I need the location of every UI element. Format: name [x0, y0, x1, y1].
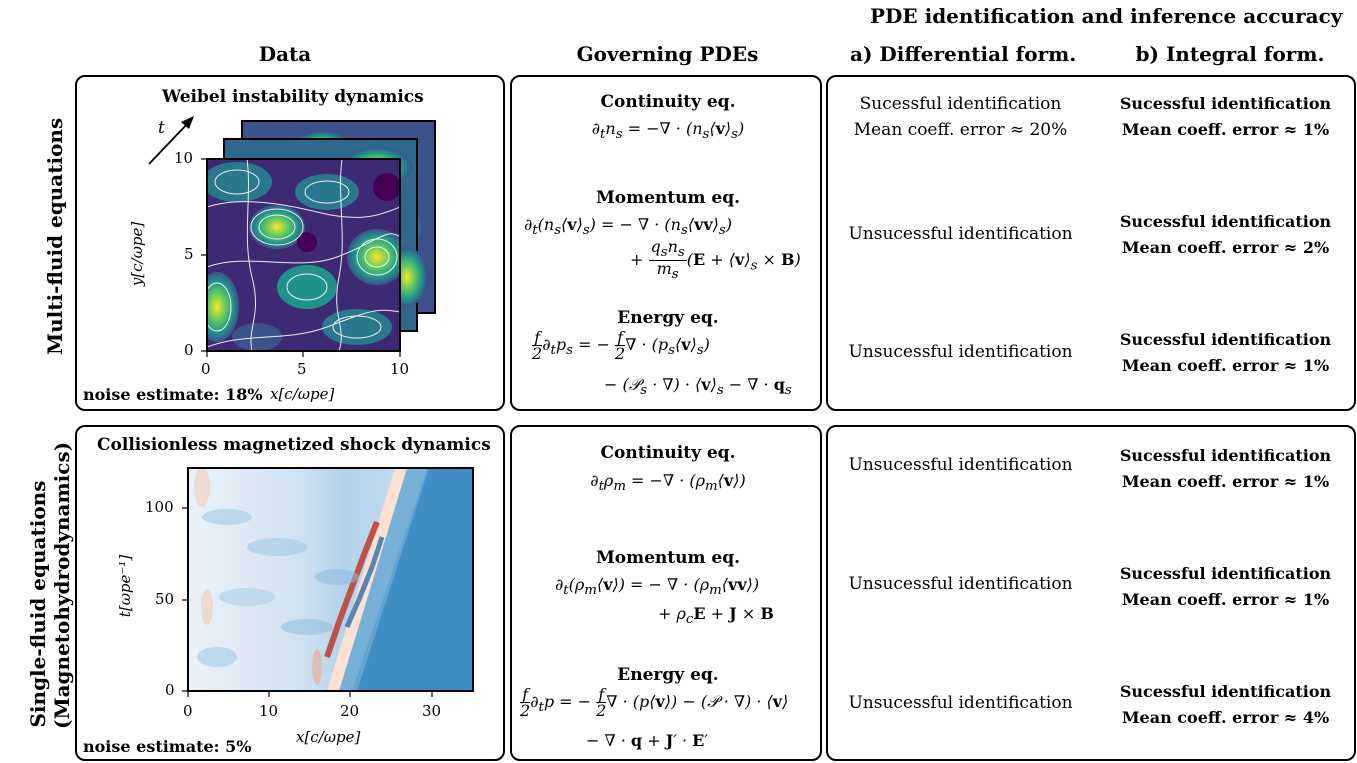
- time-arrow: [148, 120, 191, 165]
- multi-momentum-eq-line2: + qsns ms (E + ⟨v⟩s × B): [630, 237, 801, 283]
- shock-noise-estimate: noise estimate: 5%: [83, 737, 252, 756]
- panel-multi-pdes: Continuity eq. ∂tns = −∇ · (ns⟨v⟩s) Mome…: [510, 75, 822, 411]
- multi-int-continuity-line2: Mean coeff. error ≈ 1%: [1121, 120, 1330, 139]
- shock-ylabel: t[ωpe⁻¹]: [116, 554, 135, 618]
- multi-continuity-eq: ∂tns = −∇ · (ns⟨v⟩s): [591, 119, 745, 143]
- weibel-title: Weibel instability dynamics: [162, 87, 424, 107]
- row-label-single-line1: Single-fluid equations: [26, 480, 50, 728]
- single-energy-title: Energy eq.: [617, 665, 719, 685]
- panel-shock-data: Collisionless magnetized shock dynamics: [75, 425, 505, 761]
- shock-heatmap: [188, 468, 473, 691]
- weibel-ytick-0: 0: [184, 341, 194, 359]
- multi-int-energy-line2: Mean coeff. error ≈ 1%: [1121, 356, 1330, 375]
- shock-title: Collisionless magnetized shock dynamics: [97, 435, 491, 455]
- shock-xtick-10: 10: [259, 702, 279, 720]
- multi-energy-eq-line1: f 2 ∂tps = − f 2 ∇ · (ps⟨v⟩s): [532, 328, 710, 363]
- weibel-ytick-5: 5: [184, 245, 194, 263]
- column-header-data: Data: [258, 42, 312, 66]
- panel-single-pdes: Continuity eq. ∂tρm = −∇ · (ρm⟨v⟩) Momen…: [510, 425, 822, 761]
- weibel-xtick-0: 0: [201, 360, 211, 378]
- single-continuity-title: Continuity eq.: [600, 443, 736, 463]
- single-diff-momentum: Unsucessful identification: [848, 574, 1073, 594]
- single-energy-eq-line1: f 2 ∂tp = − f 2 ∇ · (p⟨v⟩) − (𝒫 · ∇) · ⟨v⟩: [520, 685, 789, 720]
- shock-plot: [182, 467, 474, 697]
- shock-xtick-30: 30: [422, 702, 442, 720]
- multi-energy-eq-line2: − (𝒫s · ∇) · ⟨v⟩s − ∇ · qs: [604, 375, 792, 399]
- single-int-energy-line1: Sucessful identification: [1119, 682, 1332, 701]
- weibel-noise-estimate: noise estimate: 18%: [83, 385, 263, 404]
- single-int-energy-line2: Mean coeff. error ≈ 4%: [1121, 708, 1330, 727]
- multi-diff-continuity-line2: Mean coeff. error ≈ 20%: [853, 120, 1068, 140]
- weibel-xlabel: x[c/ωpe]: [270, 385, 335, 403]
- multi-diff-momentum: Unsucessful identification: [848, 224, 1073, 244]
- single-int-continuity-line1: Sucessful identification: [1119, 446, 1332, 465]
- single-energy-eq-line2: − ∇ · q + J′ · E′: [586, 731, 708, 750]
- row-label-single-line2: (Magnetohydrodynamics): [50, 441, 74, 729]
- weibel-ylabel: y[c/ωpe]: [128, 221, 147, 287]
- row-label-multi-fluid: Multi-fluid equations: [43, 117, 67, 355]
- multi-int-momentum-line2: Mean coeff. error ≈ 2%: [1121, 238, 1330, 257]
- single-int-continuity-line2: Mean coeff. error ≈ 1%: [1121, 472, 1330, 491]
- multi-int-momentum-line1: Sucessful identification: [1119, 212, 1332, 231]
- shock-xlabel: x[c/ωpe]: [296, 728, 361, 746]
- single-momentum-title: Momentum eq.: [595, 548, 741, 568]
- weibel-plot: [148, 116, 436, 357]
- single-diff-continuity: Unsucessful identification: [848, 455, 1073, 475]
- weibel-ytick-10: 10: [174, 149, 194, 167]
- multi-continuity-title: Continuity eq.: [600, 92, 736, 112]
- multi-diff-energy: Unsucessful identification: [848, 342, 1073, 362]
- panel-single-results: Unsucessful identification Unsucessful i…: [826, 425, 1356, 761]
- weibel-xtick-10: 10: [390, 360, 410, 378]
- multi-int-continuity-line1: Sucessful identification: [1119, 94, 1332, 113]
- panel-multi-results: Sucessful identification Mean coeff. err…: [826, 75, 1356, 411]
- shock-ytick-0: 0: [165, 681, 175, 699]
- shock-xtick-20: 20: [340, 702, 360, 720]
- multi-momentum-title: Momentum eq.: [595, 188, 741, 208]
- single-continuity-eq: ∂tρm = −∇ · (ρm⟨v⟩): [590, 471, 746, 495]
- top-title: PDE identification and inference accurac…: [870, 4, 1343, 28]
- multi-energy-title: Energy eq.: [617, 308, 719, 328]
- shock-xtick-0: 0: [183, 702, 193, 720]
- multi-momentum-eq-line1: ∂t(ns⟨v⟩s) = − ∇ · (ns⟨vv⟩s): [524, 215, 732, 239]
- shock-ytick-50: 50: [155, 590, 175, 608]
- single-diff-energy: Unsucessful identification: [848, 693, 1073, 713]
- row-label-single-fluid: Single-fluid equations (Magnetohydrodyna…: [26, 442, 74, 729]
- shock-ytick-100: 100: [145, 498, 174, 516]
- single-int-momentum-line2: Mean coeff. error ≈ 1%: [1121, 590, 1330, 609]
- weibel-frame-front: [207, 159, 400, 351]
- column-header-differential: a) Differential form.: [850, 42, 1077, 66]
- single-momentum-eq-line2: + ρcE + J × B: [658, 604, 774, 628]
- column-header-integral: b) Integral form.: [1135, 42, 1325, 66]
- column-header-pdes: Governing PDEs: [576, 42, 759, 66]
- panel-weibel-data: Weibel instability dynamics: [75, 75, 505, 411]
- multi-int-energy-line1: Sucessful identification: [1119, 330, 1332, 349]
- weibel-t-label: t: [158, 118, 165, 138]
- single-momentum-eq-line1: ∂t(ρm⟨v⟩) = − ∇ · (ρm⟨vv⟩): [555, 575, 760, 599]
- weibel-xtick-5: 5: [297, 360, 307, 378]
- single-int-momentum-line1: Sucessful identification: [1119, 564, 1332, 583]
- multi-diff-continuity-line1: Sucessful identification: [859, 94, 1062, 114]
